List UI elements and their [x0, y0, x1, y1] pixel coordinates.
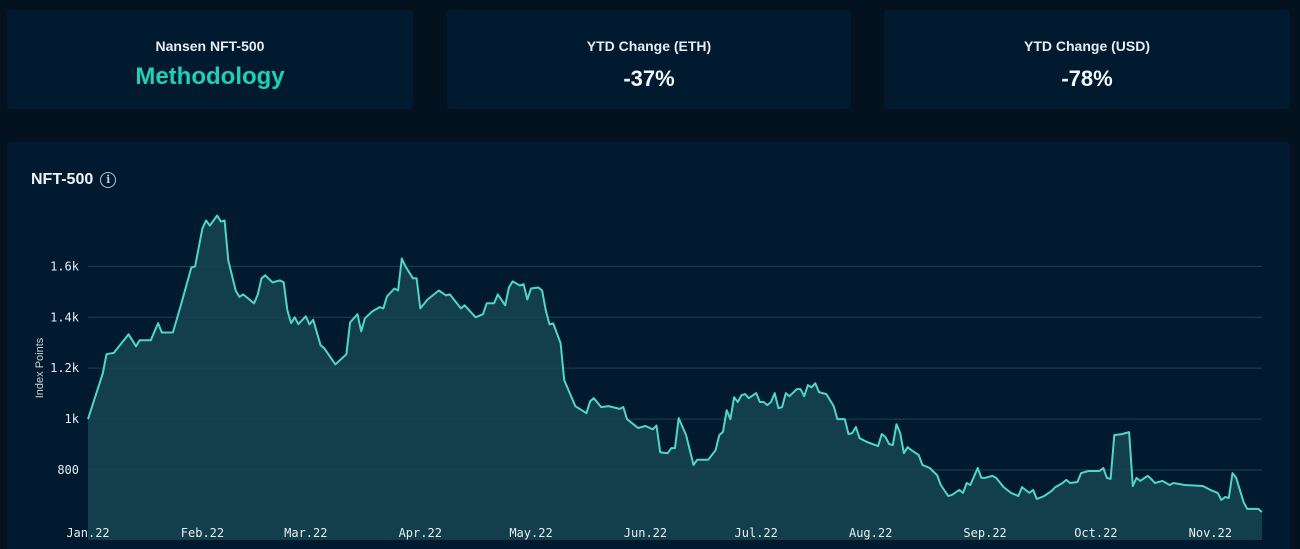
x-tick-label: Nov.22: [1189, 526, 1232, 540]
x-tick-label: Oct.22: [1074, 526, 1117, 540]
x-axis-ticks: Jan.22 Feb.22 Mar.22 Apr.22 May.22 Jun.22 Jul.…: [66, 526, 1232, 540]
ytd-eth-value: -37%: [623, 66, 675, 91]
y-tick-label: 1.2k: [50, 361, 80, 375]
area-fill: [88, 215, 1262, 540]
card-label: Nansen NFT-500: [155, 38, 265, 54]
card-label: YTD Change (ETH): [586, 38, 712, 54]
index-line: [87, 214, 1263, 513]
x-tick-label: Mar.22: [284, 526, 327, 540]
y-tick-label: 1.6k: [50, 259, 80, 273]
chart-title: NFT-500 i: [31, 171, 117, 189]
y-tick-label: 800: [57, 463, 79, 477]
x-tick-label: Aug.22: [849, 526, 892, 540]
x-tick-label: Apr.22: [399, 526, 442, 540]
ytd-usd-value: -78%: [1061, 66, 1113, 91]
chart-title-text: NFT-500: [31, 171, 94, 188]
y-axis-ticks: 800 1k 1.2k 1.4k 1.6k: [50, 259, 80, 477]
x-tick-label: Jan.22: [66, 526, 109, 540]
methodology-link[interactable]: Methodology: [135, 63, 285, 90]
x-tick-label: Jul.22: [735, 526, 778, 540]
x-tick-label: Sep.22: [963, 526, 1006, 540]
card-label: YTD Change (USD): [1024, 38, 1150, 54]
info-circle-icon[interactable]: i: [100, 172, 117, 188]
x-tick-label: Feb.22: [181, 526, 224, 540]
y-tick-label: 1.4k: [50, 310, 80, 324]
y-tick-label: 1k: [65, 412, 80, 426]
methodology-card: Nansen NFT-500 Methodology: [7, 10, 413, 109]
ytd-eth-card: YTD Change (ETH) -37%: [447, 10, 851, 109]
x-tick-label: May.22: [509, 526, 552, 540]
ytd-usd-card: YTD Change (USD) -78%: [884, 10, 1290, 109]
y-axis-label: Index Points: [34, 337, 46, 398]
x-tick-label: Jun.22: [624, 526, 667, 540]
gridlines: [88, 265, 1262, 471]
